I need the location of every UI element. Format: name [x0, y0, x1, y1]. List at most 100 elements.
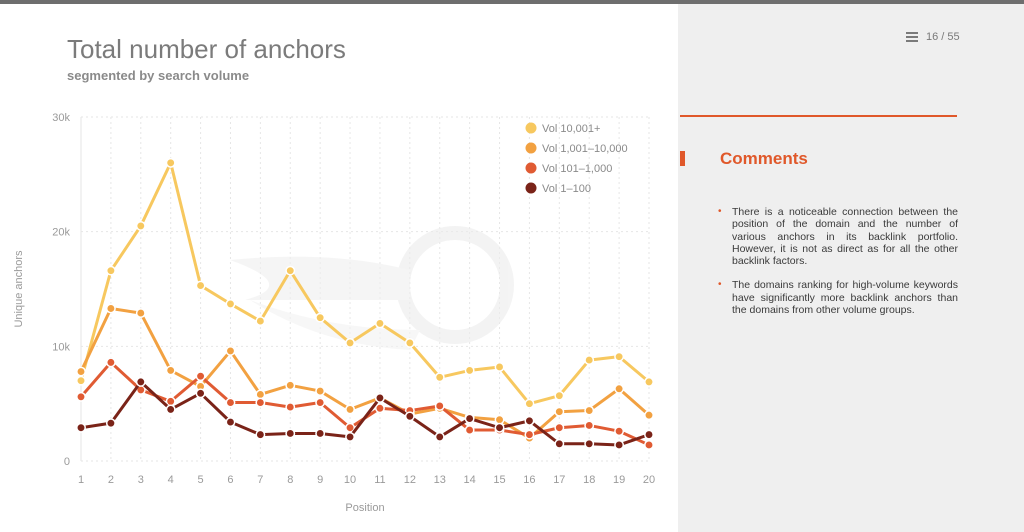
data-point [105, 303, 116, 314]
data-point [464, 365, 475, 376]
x-tick-label: 2 [108, 474, 114, 486]
page-subtitle: segmented by search volume [67, 68, 250, 83]
data-point [434, 401, 445, 411]
y-axis-label: Unique anchors [13, 250, 25, 328]
data-point [345, 404, 356, 415]
data-point [255, 316, 266, 327]
data-point [165, 157, 176, 168]
data-point [464, 425, 475, 435]
data-point [195, 371, 206, 382]
x-tick-label: 19 [613, 474, 625, 486]
data-point [404, 411, 415, 422]
y-tick-label: 30k [52, 112, 70, 124]
top-bar [0, 0, 1024, 4]
watermark-logo [230, 226, 514, 350]
data-point [404, 337, 415, 348]
data-point [76, 422, 86, 433]
data-point [135, 220, 146, 231]
data-point [644, 410, 654, 421]
comments-panel [678, 4, 1024, 532]
data-point [285, 428, 296, 439]
data-point [434, 431, 445, 442]
page-indicator[interactable]: 16 / 55 [906, 31, 960, 43]
data-point [464, 413, 475, 424]
x-tick-label: 4 [168, 474, 174, 486]
comment-item: • The domains ranking for high-volume key… [718, 279, 958, 316]
data-point [584, 355, 595, 366]
data-point [554, 406, 565, 417]
data-point [76, 391, 86, 402]
legend-label: Vol 101–1,000 [542, 163, 612, 175]
bullet-icon: • [718, 206, 722, 217]
legend-label: Vol 10,001+ [542, 123, 600, 135]
data-point [225, 417, 236, 427]
x-tick-label: 9 [317, 474, 323, 486]
panel-divider [680, 115, 957, 117]
data-point [285, 380, 296, 391]
data-point [644, 429, 654, 440]
legend-marker [525, 162, 537, 174]
data-point [195, 280, 206, 291]
x-axis-label: Position [345, 502, 384, 514]
x-tick-label: 20 [643, 474, 655, 486]
menu-icon[interactable] [906, 32, 918, 42]
data-point [105, 357, 116, 368]
data-point [285, 265, 296, 276]
x-tick-label: 16 [523, 474, 535, 486]
x-tick-label: 5 [198, 474, 204, 486]
x-tick-label: 18 [583, 474, 595, 486]
data-point [76, 375, 86, 386]
comment-text: The domains ranking for high-volume key­… [732, 279, 958, 317]
data-point [165, 365, 176, 376]
data-point [554, 390, 565, 401]
data-point [524, 398, 535, 409]
x-tick-label: 15 [493, 474, 505, 486]
data-point [105, 265, 116, 276]
data-point [434, 372, 445, 383]
y-tick-label: 0 [64, 456, 70, 468]
data-point [494, 414, 505, 425]
data-point [76, 366, 86, 377]
y-tick-label: 10k [52, 341, 70, 353]
legend-label: Vol 1–100 [542, 183, 591, 195]
data-point [494, 422, 505, 433]
data-point [225, 345, 236, 356]
legend-marker [525, 142, 537, 154]
data-point [315, 428, 326, 439]
data-point [614, 351, 625, 362]
data-point [524, 429, 535, 440]
x-tick-label: 13 [434, 474, 446, 486]
x-tick-label: 8 [287, 474, 293, 486]
x-tick-label: 1 [78, 474, 84, 486]
data-point [374, 403, 385, 414]
data-point [614, 383, 625, 394]
comment-text: There is a noticeable connection between… [732, 206, 958, 268]
x-tick-label: 3 [138, 474, 144, 486]
y-tick-label: 20k [52, 227, 70, 239]
comment-item: • There is a noticeable connection betwee… [718, 206, 958, 267]
data-point [374, 392, 385, 403]
data-point [524, 415, 535, 426]
data-point [614, 439, 625, 450]
data-point [135, 376, 146, 387]
x-tick-label: 14 [464, 474, 476, 486]
legend-marker [525, 182, 537, 194]
data-point [255, 389, 266, 400]
legend-label: Vol 1,001–10,000 [542, 143, 628, 155]
data-point [644, 439, 654, 450]
data-point [315, 386, 326, 397]
data-point [554, 438, 565, 449]
x-tick-label: 6 [227, 474, 233, 486]
series-line-1 [79, 306, 650, 440]
x-tick-label: 7 [257, 474, 263, 486]
data-point [225, 298, 236, 309]
data-point [195, 388, 206, 399]
data-point [345, 337, 356, 348]
data-point [255, 397, 266, 408]
series-line-0 [79, 161, 650, 406]
page-title: Total number of anchors [67, 34, 346, 64]
data-point [285, 402, 296, 413]
x-tick-label: 17 [553, 474, 565, 486]
bullet-icon: • [718, 279, 722, 291]
